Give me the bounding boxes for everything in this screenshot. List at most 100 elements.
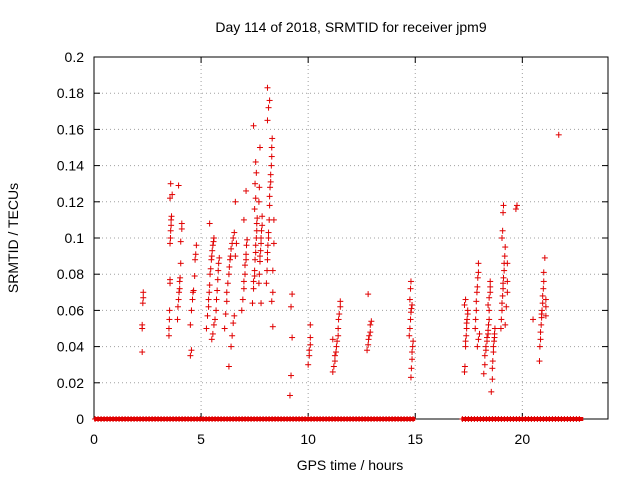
data-point	[408, 365, 415, 372]
data-point	[504, 289, 511, 296]
data-point	[266, 97, 273, 104]
data-point	[167, 235, 174, 241]
data-point	[365, 341, 372, 348]
data-point	[205, 303, 212, 310]
data-point	[167, 227, 174, 234]
data-point	[536, 358, 543, 365]
data-point	[409, 343, 416, 350]
data-point	[475, 336, 482, 343]
data-point	[215, 260, 222, 267]
data-point	[539, 300, 546, 307]
x-tick-label: 5	[197, 431, 205, 447]
data-point	[536, 343, 543, 350]
data-point	[230, 320, 237, 327]
y-tick-label: 0.12	[57, 194, 84, 210]
data-point	[530, 316, 537, 323]
data-point	[226, 256, 233, 263]
data-point	[255, 198, 262, 205]
data-point	[140, 294, 147, 301]
data-point	[331, 358, 338, 365]
data-point	[139, 300, 146, 307]
data-point	[406, 296, 413, 303]
data-point	[265, 229, 272, 236]
data-point	[499, 292, 506, 299]
data-point	[485, 301, 492, 308]
data-point	[208, 253, 215, 260]
x-tick-label: 0	[90, 431, 98, 447]
data-point	[491, 330, 498, 337]
data-point	[472, 316, 479, 323]
data-point	[254, 215, 261, 222]
data-point	[165, 325, 172, 332]
data-point	[166, 307, 173, 314]
data-point	[174, 303, 181, 310]
data-point	[482, 343, 489, 350]
data-point	[252, 242, 259, 249]
data-point	[500, 285, 507, 292]
data-point	[264, 117, 271, 124]
data-point	[265, 104, 272, 111]
data-point	[486, 307, 493, 314]
data-point	[366, 332, 373, 339]
data-point	[256, 271, 263, 278]
data-point	[225, 363, 232, 370]
data-point	[270, 216, 277, 223]
data-point	[169, 191, 176, 198]
data-point	[269, 289, 276, 296]
data-point	[337, 303, 344, 310]
data-point	[267, 171, 274, 178]
data-point	[232, 253, 239, 260]
data-point	[241, 262, 248, 269]
data-point	[473, 307, 480, 314]
data-point	[542, 303, 549, 310]
x-tick-label: 15	[407, 431, 423, 447]
data-point	[474, 343, 481, 350]
data-point	[226, 263, 233, 270]
data-point	[499, 227, 506, 234]
data-point	[207, 271, 214, 278]
data-point	[167, 276, 174, 283]
data-point	[368, 318, 375, 325]
data-point	[216, 254, 223, 261]
data-point	[256, 184, 263, 191]
data-point	[489, 358, 496, 365]
data-point	[213, 307, 220, 314]
data-point	[501, 253, 508, 260]
data-point	[462, 296, 469, 303]
zero-value-point	[410, 416, 417, 422]
data-point	[540, 278, 547, 285]
data-point	[233, 240, 240, 247]
data-point	[249, 300, 256, 307]
data-point	[204, 312, 211, 319]
data-point	[474, 274, 481, 281]
data-point	[498, 307, 505, 314]
data-point	[268, 153, 275, 160]
data-point	[335, 325, 342, 332]
data-point	[243, 256, 250, 263]
data-point	[178, 225, 185, 232]
data-point	[500, 202, 507, 209]
data-point	[244, 236, 251, 243]
data-point	[263, 280, 270, 287]
data-point	[486, 316, 493, 323]
data-point	[367, 321, 374, 328]
data-point	[540, 285, 547, 292]
data-point	[542, 296, 549, 303]
data-point	[206, 220, 213, 227]
data-point	[208, 336, 215, 343]
data-point	[500, 280, 507, 287]
y-tick-label: 0.08	[57, 266, 84, 282]
data-point	[264, 242, 271, 249]
data-point	[485, 327, 492, 334]
data-point	[264, 267, 271, 274]
y-tick-label: 0.14	[57, 158, 84, 174]
data-point	[231, 229, 238, 236]
data-point	[489, 376, 496, 383]
data-point	[256, 144, 263, 151]
data-point	[189, 296, 196, 303]
data-point	[501, 267, 508, 274]
data-point	[337, 298, 344, 305]
zero-value-point	[576, 416, 583, 422]
data-point	[489, 365, 496, 372]
data-point	[213, 296, 220, 303]
